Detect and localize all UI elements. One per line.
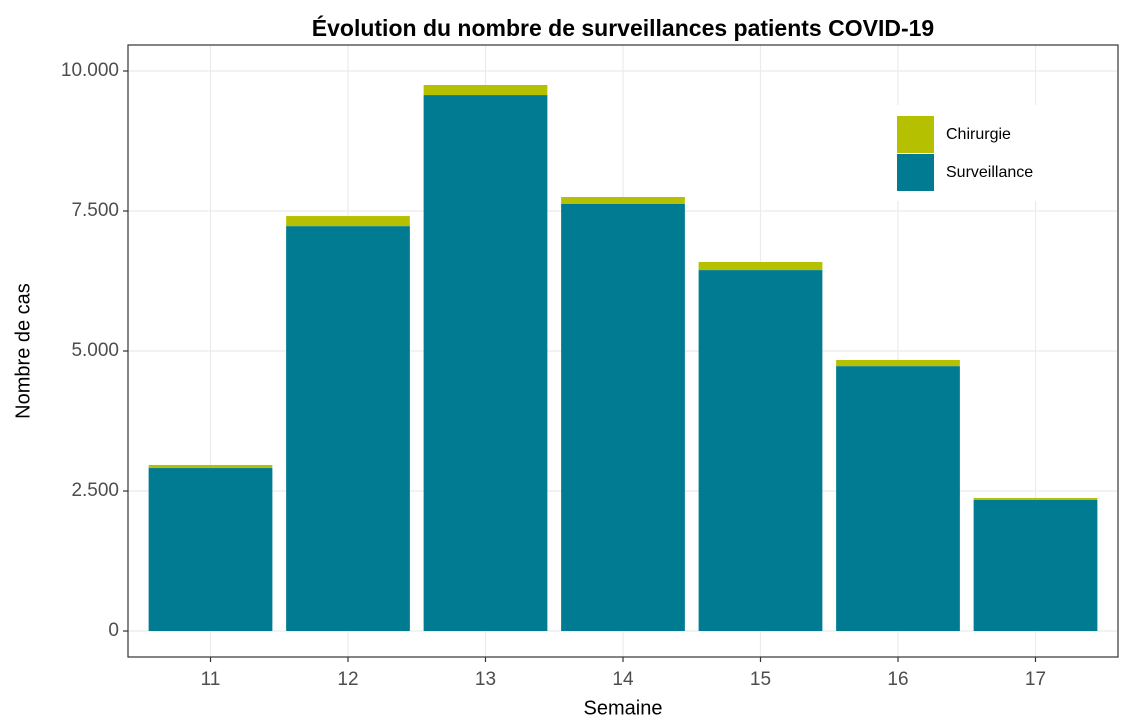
x-tick-label: 15 — [750, 669, 771, 690]
x-tick-label: 16 — [887, 669, 908, 690]
bar-segment — [973, 499, 1098, 632]
bars — [148, 84, 1098, 632]
y-tick-label: 10.000 — [61, 60, 119, 81]
x-tick-label: 14 — [612, 669, 634, 690]
x-tick-label: 17 — [1025, 669, 1046, 690]
x-tick-label: 11 — [201, 669, 221, 690]
y-tick-label: 5.000 — [71, 340, 119, 361]
y-axis-label: Nombre de cas — [12, 283, 34, 419]
legend-label: Surveillance — [946, 164, 1033, 181]
bar-segment — [698, 261, 823, 271]
y-tick-label: 0 — [108, 620, 119, 641]
bar-segment — [423, 95, 548, 632]
bar-segment — [148, 464, 273, 469]
bar-segment — [148, 468, 273, 632]
bar-segment — [973, 498, 1098, 500]
y-tick-label: 7.500 — [71, 200, 119, 221]
x-tick-label: 12 — [337, 669, 358, 690]
legend-key — [897, 116, 934, 153]
bar-segment — [561, 196, 685, 204]
x-axis-label: Semaine — [584, 697, 663, 719]
bar-segment — [561, 203, 685, 632]
bar-segment — [836, 359, 960, 367]
bar-segment — [286, 216, 410, 227]
legend: Chirurgie Surveillance — [887, 105, 1067, 201]
bar-segment — [286, 226, 410, 632]
bar-segment — [423, 84, 548, 96]
y-tick-label: 2.500 — [71, 480, 119, 501]
legend-key — [897, 154, 934, 191]
chart-title: Évolution du nombre de surveillances pat… — [312, 14, 934, 41]
bar-segment — [836, 366, 960, 632]
bar-segment — [698, 270, 823, 632]
legend-label: Chirurgie — [946, 126, 1011, 143]
x-tick-label: 13 — [475, 669, 496, 690]
